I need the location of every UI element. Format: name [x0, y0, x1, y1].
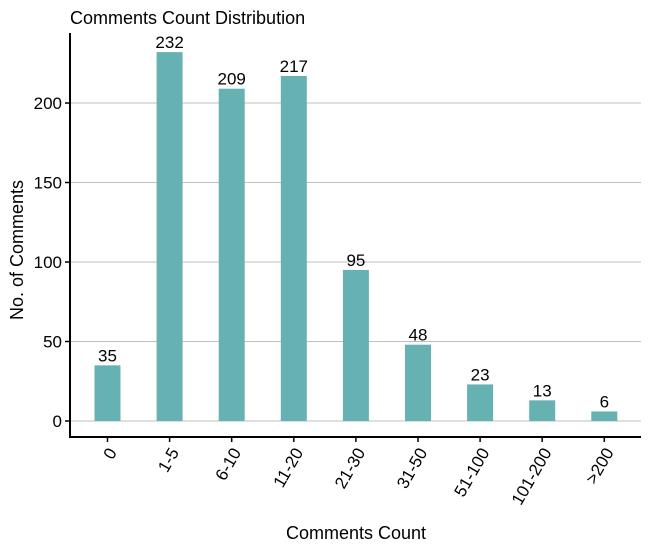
value-label-8: 6: [600, 392, 609, 411]
x-tick-label-5: 31-50: [393, 445, 431, 492]
value-label-3: 217: [280, 57, 308, 76]
bar-6: [467, 384, 494, 421]
value-labels: 35 232 209 217 95 48 23 13 6: [98, 33, 609, 411]
x-tick-label-0: 0: [100, 445, 121, 463]
x-ticks: 0 1-5 6-10 11-20 21-30 31-50 51-100 101-200 >200: [100, 437, 618, 508]
value-label-2: 209: [218, 70, 246, 89]
bars: [94, 52, 618, 422]
x-tick-label-7: 101-200: [508, 445, 556, 509]
y-tick-label: 100: [34, 253, 62, 272]
y-tick-label: 50: [43, 333, 62, 352]
value-label-7: 13: [533, 381, 552, 400]
value-label-1: 232: [155, 33, 183, 52]
y-axis-title: No. of Comments: [7, 180, 27, 320]
bar-7: [529, 400, 556, 421]
x-tick-label-2: 6-10: [212, 445, 245, 484]
x-tick-label-4: 21-30: [331, 445, 369, 492]
bar-4: [342, 269, 369, 421]
bar-5: [405, 344, 431, 421]
bar-8: [591, 411, 618, 421]
y-tick-label: 200: [34, 94, 62, 113]
x-tick-label-1: 1-5: [154, 445, 183, 476]
y-ticks: 0 50 100 150 200: [34, 94, 70, 431]
x-axis-title: Comments Count: [286, 523, 426, 543]
value-label-5: 48: [409, 326, 428, 345]
bar-0: [94, 365, 121, 421]
y-tick-label: 150: [34, 174, 62, 193]
bar-2: [218, 88, 245, 421]
x-tick-label-3: 11-20: [270, 445, 308, 491]
chart-title: Comments Count Distribution: [70, 8, 305, 28]
y-tick-label: 0: [53, 412, 62, 431]
x-tick-label-6: 51-100: [451, 445, 494, 500]
value-label-0: 35: [98, 346, 117, 365]
bar-3: [280, 75, 307, 421]
x-tick-label-8: >200: [582, 445, 618, 488]
value-label-4: 95: [346, 251, 365, 270]
value-label-6: 23: [471, 365, 490, 384]
bar-1: [156, 52, 183, 422]
